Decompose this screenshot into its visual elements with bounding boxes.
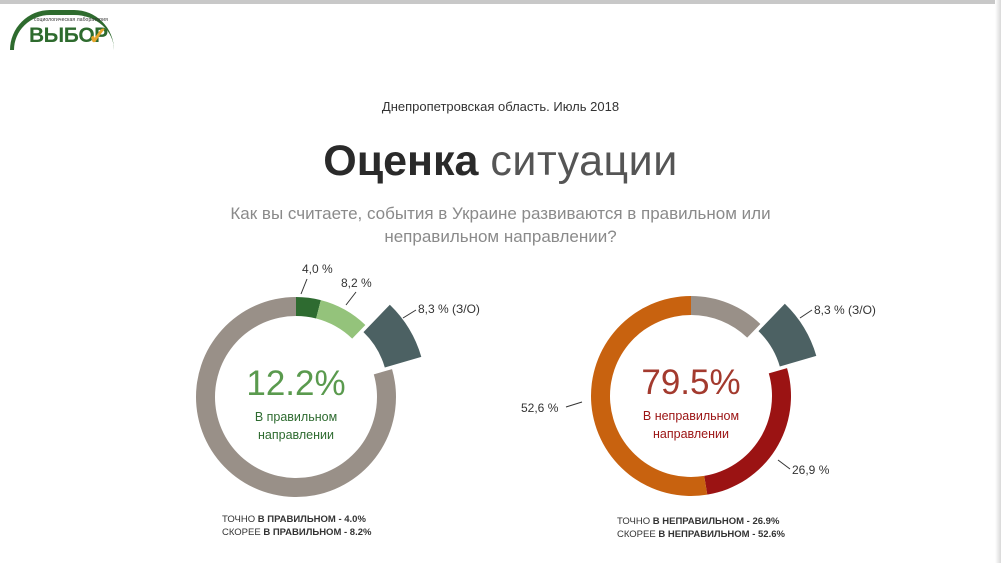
donut-slice (296, 297, 321, 319)
legend-wrong-direction: ТОЧНО В НЕПРАВИЛЬНОМ - 26.9% СКОРЕЕ В НЕ… (617, 515, 785, 541)
title-bold: Оценка (323, 137, 479, 185)
title-light: ситуации (490, 137, 678, 185)
slice-label: 26,9 % (792, 463, 830, 477)
question-line-2: неправильном направлении? (384, 227, 617, 246)
donut-slice (691, 296, 761, 338)
donut-chart-right-direction: 4,0 % 8,2 % 8,3 % (З/О) 12.2% В правильном на… (195, 262, 480, 498)
slice-label: 52,6 % (521, 401, 559, 415)
legend-normal: ТОЧНО (222, 514, 258, 525)
legend-right-direction: ТОЧНО В ПРАВИЛЬНОМ - 4.0% СКОРЕЕ В ПРАВИ… (222, 513, 371, 539)
legend-item: СКОРЕЕ В НЕПРАВИЛЬНОМ - 52.6% (617, 528, 785, 541)
donut-chart-wrong-direction: 8,3 % (З/О) 26,9 % 52,6 % 79.5% В неправильн… (521, 296, 876, 497)
center-label-line-2: направлении (258, 428, 334, 442)
page-title: Оценка ситуации (0, 136, 1001, 186)
legend-bold: В НЕПРАВИЛЬНОМ - 26.9% (652, 516, 780, 527)
legend-item: СКОРЕЕ В ПРАВИЛЬНОМ - 8.2% (222, 526, 371, 539)
legend-item: ТОЧНО В ПРАВИЛЬНОМ - 4.0% (222, 513, 371, 526)
slice-label: 8,3 % (З/О) (814, 303, 876, 317)
donut-slice (704, 368, 791, 495)
legend-normal: ТОЧНО (617, 516, 653, 527)
legend-item: ТОЧНО В НЕПРАВИЛЬНОМ - 26.9% (617, 515, 785, 528)
logo-text: ВЫБОР (29, 24, 108, 47)
donut-slice (758, 303, 817, 367)
center-label-line-1: В неправильном (643, 409, 739, 423)
slice-leader-line (345, 291, 357, 306)
legend-bold: В ПРАВИЛЬНОМ - 4.0% (257, 514, 366, 525)
legend-bold: В ПРАВИЛЬНОМ - 8.2% (263, 527, 372, 538)
slice-leader-line (777, 459, 791, 470)
slice-label: 8,3 % (З/О) (418, 302, 480, 316)
slice-leader-line (799, 309, 813, 319)
slice-label: 8,2 % (341, 276, 372, 290)
slice-label: 4,0 % (302, 262, 333, 276)
donut-slice (363, 304, 422, 368)
top-border (0, 0, 1001, 4)
slice-leader-line (565, 401, 583, 408)
legend-bold: В НЕПРАВИЛЬНОМ - 52.6% (658, 529, 785, 540)
right-edge-shadow (995, 0, 1001, 563)
donut-slice (590, 296, 708, 497)
center-label-line-2: направлении (653, 427, 729, 441)
center-value: 79.5% (641, 363, 740, 402)
survey-question: Как вы считаете, события в Украине разви… (0, 202, 1001, 248)
logo-subtext: социологическая лаборатория (34, 17, 108, 23)
center-value: 12.2% (246, 364, 345, 403)
legend-normal: СКОРЕЕ (617, 529, 659, 540)
legend-normal: СКОРЕЕ (222, 527, 264, 538)
region-date: Днепропетровская область. Июль 2018 (381, 99, 620, 114)
checkmark-icon: ✓ (88, 23, 109, 50)
center-label-line-1: В правильном (255, 410, 337, 424)
slice-leader-line (300, 278, 308, 295)
slice-leader-line (402, 309, 417, 319)
logo: социологическая лаборатория ВЫБОР ✓ (8, 8, 118, 54)
donut-slice (316, 300, 366, 339)
question-line-1: Как вы считаете, события в Украине разви… (230, 204, 771, 223)
